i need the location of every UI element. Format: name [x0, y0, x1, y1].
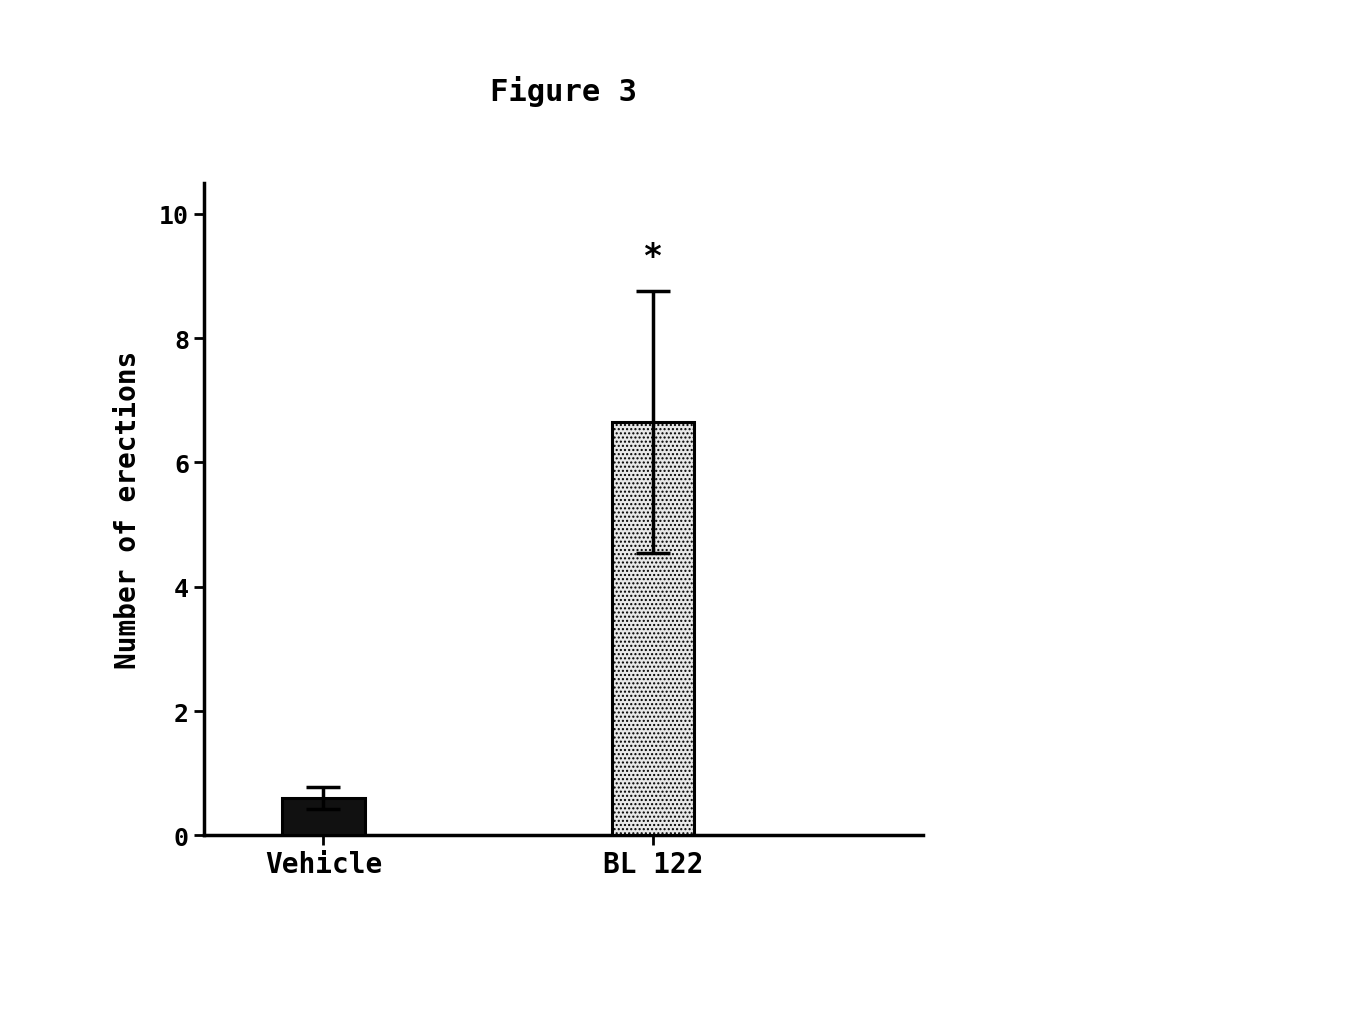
Text: Figure 3: Figure 3: [490, 76, 636, 107]
Bar: [612, 423, 695, 836]
Text: *: *: [643, 240, 664, 273]
Y-axis label: Number of erections: Number of erections: [114, 351, 142, 668]
Bar: [282, 798, 365, 836]
